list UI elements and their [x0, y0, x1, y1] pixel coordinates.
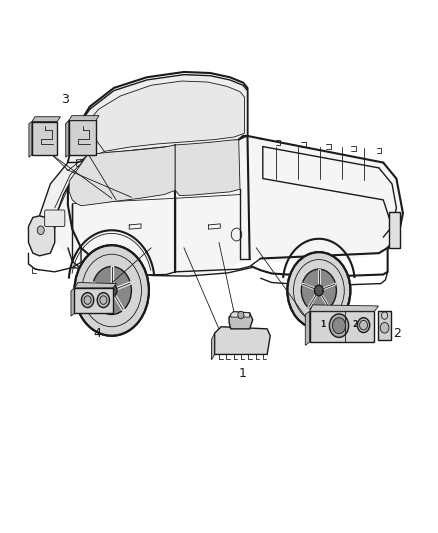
Polygon shape [85, 81, 244, 151]
Circle shape [92, 266, 131, 314]
Polygon shape [74, 282, 117, 288]
Text: 2: 2 [352, 320, 357, 328]
FancyBboxPatch shape [45, 210, 65, 227]
Polygon shape [39, 160, 88, 228]
Circle shape [287, 252, 350, 329]
Circle shape [97, 293, 110, 308]
Polygon shape [231, 312, 250, 317]
Polygon shape [175, 140, 240, 196]
Text: 2: 2 [393, 327, 401, 340]
Text: 1: 1 [320, 320, 325, 328]
Circle shape [314, 285, 323, 296]
Polygon shape [32, 117, 60, 122]
FancyBboxPatch shape [74, 288, 113, 313]
FancyBboxPatch shape [69, 120, 96, 155]
FancyBboxPatch shape [389, 212, 400, 248]
Circle shape [74, 245, 149, 336]
Text: 4: 4 [94, 327, 102, 340]
Polygon shape [29, 122, 32, 157]
Polygon shape [69, 145, 175, 206]
Polygon shape [68, 75, 247, 163]
Circle shape [357, 318, 370, 333]
Polygon shape [310, 305, 378, 311]
Circle shape [380, 322, 389, 333]
Polygon shape [305, 311, 310, 345]
FancyBboxPatch shape [32, 122, 57, 155]
Circle shape [81, 293, 94, 308]
Circle shape [332, 318, 346, 334]
Text: 1: 1 [239, 367, 247, 379]
FancyBboxPatch shape [310, 311, 374, 342]
Text: 3: 3 [61, 93, 69, 106]
Circle shape [37, 226, 44, 235]
Circle shape [301, 269, 336, 312]
Circle shape [238, 311, 244, 319]
Polygon shape [212, 333, 215, 360]
Circle shape [325, 276, 350, 305]
Polygon shape [66, 120, 69, 157]
Polygon shape [69, 116, 99, 120]
Polygon shape [71, 288, 74, 316]
Polygon shape [39, 120, 403, 276]
Circle shape [106, 284, 117, 297]
FancyBboxPatch shape [378, 311, 391, 340]
Polygon shape [28, 216, 55, 256]
Circle shape [329, 314, 349, 337]
Polygon shape [229, 312, 253, 329]
Polygon shape [215, 327, 270, 354]
